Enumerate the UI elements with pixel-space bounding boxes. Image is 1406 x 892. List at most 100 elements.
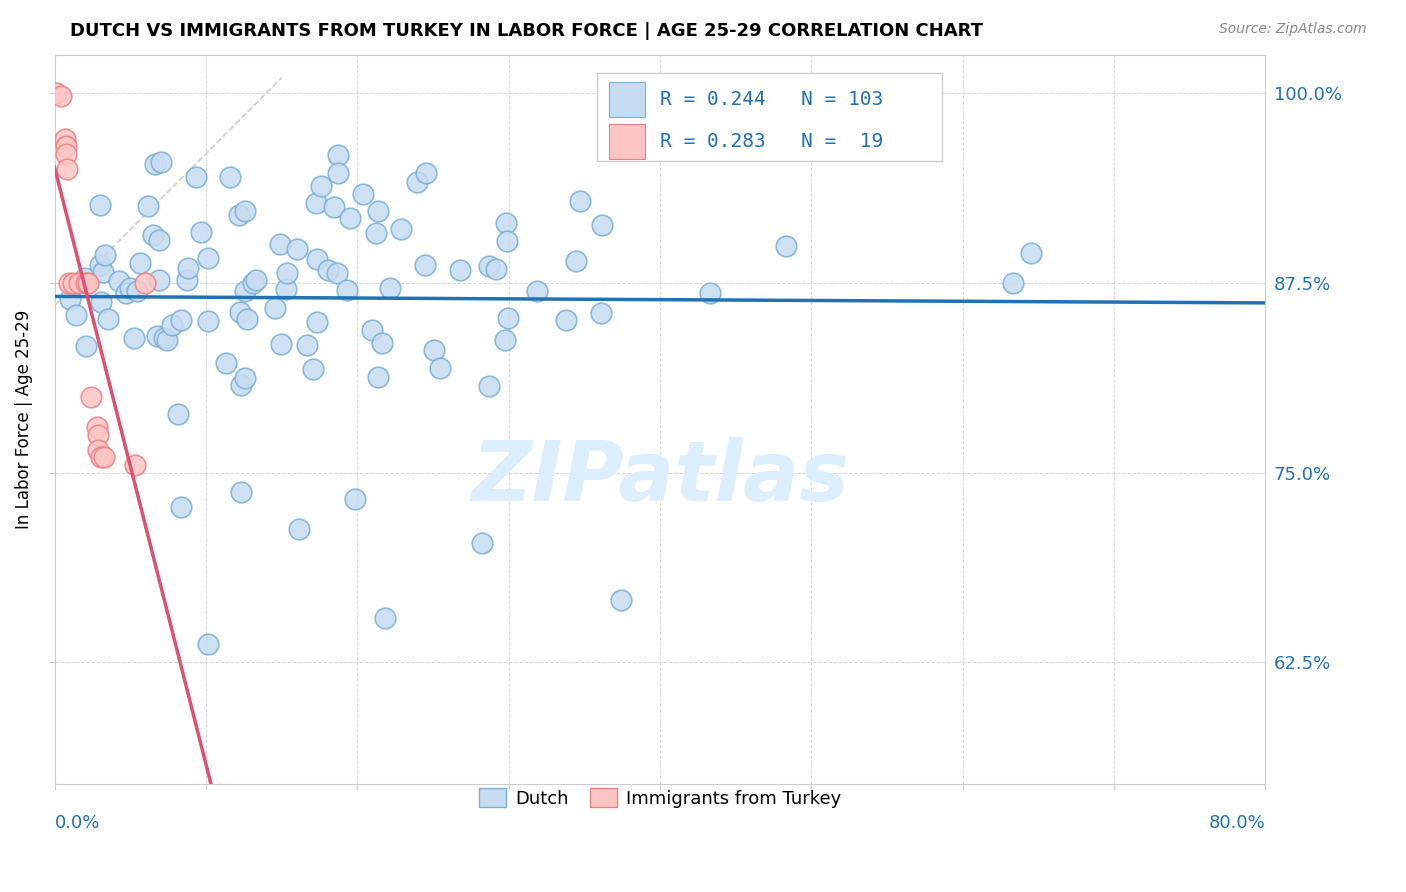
Point [565,253,588,268]
Point [367,369,389,384]
Point [295,338,318,352]
Text: R = 0.283   N =  19: R = 0.283 N = 19 [659,132,883,152]
Point [197,638,219,652]
Point [59,292,82,306]
Point [114,285,136,300]
Point [91,265,114,279]
Point [316,263,339,277]
Point [125,285,148,299]
Point [90,295,112,310]
Point [413,258,436,272]
Point [120,280,142,294]
Point [526,284,548,298]
Point [93,450,115,465]
Point [229,305,252,319]
Point [55,161,77,176]
Y-axis label: In Labor Force | Age 25-29: In Labor Force | Age 25-29 [15,310,32,529]
Point [124,458,146,472]
Point [269,237,291,252]
Point [242,276,264,290]
Text: ZIPatlas: ZIPatlas [471,437,849,518]
Point [176,273,198,287]
Point [276,267,298,281]
FancyBboxPatch shape [609,124,645,160]
Point [1019,245,1042,260]
Text: 80.0%: 80.0% [1209,814,1265,832]
Point [352,186,374,201]
Point [146,329,169,343]
Point [55,139,77,153]
Point [228,208,250,222]
Text: DUTCH VS IMMIGRANTS FROM TURKEY IN LABOR FORCE | AGE 25-29 CORRELATION CHART: DUTCH VS IMMIGRANTS FROM TURKEY IN LABOR… [70,22,983,40]
Point [75,276,97,290]
Point [389,222,412,236]
Point [699,285,721,300]
Point [177,261,200,276]
Point [62,276,84,290]
Point [233,284,256,298]
Point [285,243,308,257]
Point [148,273,170,287]
Point [589,306,612,320]
Legend: Dutch, Immigrants from Turkey: Dutch, Immigrants from Turkey [471,781,849,815]
Point [1001,276,1024,290]
Point [301,361,323,376]
Point [326,266,349,280]
Point [142,227,165,242]
Point [49,89,72,103]
Point [471,536,494,550]
Point [478,379,501,393]
Point [148,233,170,247]
Point [274,282,297,296]
Point [371,335,394,350]
Point [184,170,207,185]
Point [53,131,76,145]
Point [305,196,328,211]
Text: 0.0%: 0.0% [55,814,100,832]
Point [197,314,219,328]
Point [494,333,516,347]
Point [236,312,259,326]
Point [323,200,346,214]
Point [122,331,145,345]
Point [170,313,193,327]
Point [45,86,67,100]
Point [215,356,238,370]
Point [75,338,97,352]
Point [128,256,150,270]
Point [449,262,471,277]
Point [311,179,333,194]
Point [97,311,120,326]
Point [339,211,361,226]
Point [288,522,311,536]
Point [76,276,98,290]
Point [485,261,508,276]
Point [229,378,252,392]
Point [231,485,253,500]
Point [167,408,190,422]
Point [367,203,389,218]
Point [80,390,103,404]
Text: R = 0.244   N = 103: R = 0.244 N = 103 [659,90,883,109]
Point [86,427,108,442]
Point [218,170,240,185]
Point [366,226,388,240]
Point [233,371,256,385]
Point [197,251,219,265]
Point [336,284,359,298]
Point [94,247,117,261]
Point [555,313,578,327]
FancyBboxPatch shape [598,73,942,161]
Point [270,337,292,351]
Point [405,175,427,189]
Point [610,593,633,607]
Point [67,276,90,290]
Point [160,318,183,333]
FancyBboxPatch shape [609,82,645,117]
Point [58,276,80,290]
Point [65,308,87,322]
Point [569,194,592,208]
Text: Source: ZipAtlas.com: Source: ZipAtlas.com [1219,22,1367,37]
Point [343,491,366,506]
Point [89,258,111,272]
